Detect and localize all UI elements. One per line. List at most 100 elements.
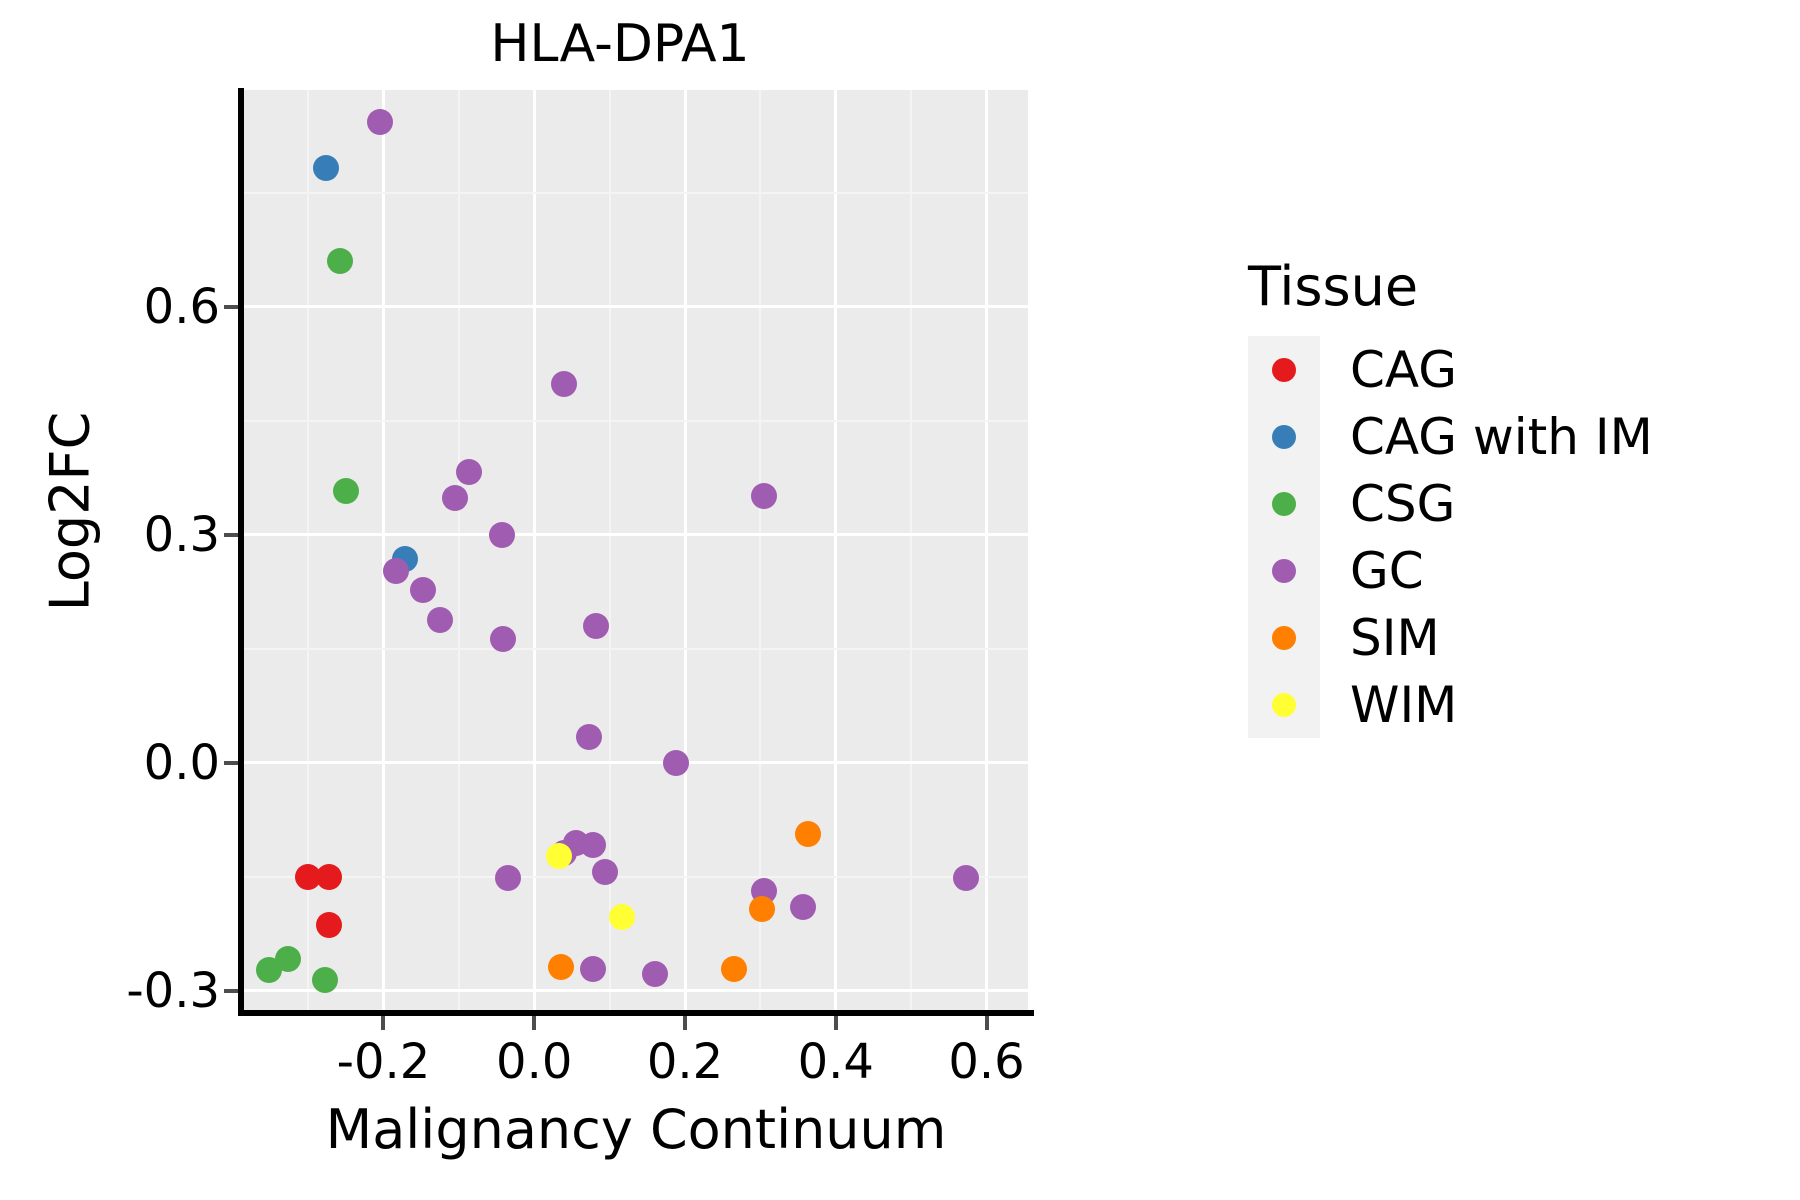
y-axis-tick-label: 0.6	[143, 278, 220, 335]
scatter-point	[488, 521, 515, 548]
scatter-point	[366, 108, 393, 135]
scatter-point	[546, 842, 573, 869]
x-axis-tick	[381, 1016, 386, 1030]
legend-key	[1248, 671, 1320, 738]
y-axis-tick	[224, 988, 238, 993]
gridline-vertical	[834, 90, 838, 1010]
gridline-horizontal	[244, 533, 1028, 537]
scatter-point	[274, 946, 301, 973]
scatter-point	[313, 155, 340, 182]
legend-color-dot-icon	[1272, 491, 1296, 516]
y-axis-title: Log2FC	[38, 411, 102, 612]
legend-item[interactable]: CSG	[1248, 470, 1768, 537]
legend-item[interactable]: WIM	[1248, 671, 1768, 738]
scatter-point	[494, 864, 521, 891]
gridline-vertical-minor	[457, 90, 460, 1010]
gridline-horizontal	[244, 305, 1028, 309]
scatter-point	[789, 894, 816, 921]
scatter-point	[580, 955, 607, 982]
scatter-point	[580, 832, 607, 858]
legend-key	[1248, 336, 1320, 403]
scatter-point	[794, 820, 821, 847]
legend-item[interactable]: CAG	[1248, 336, 1768, 403]
gridline-horizontal-minor	[244, 419, 1028, 422]
x-axis-tick-label: 0.6	[948, 1034, 1025, 1090]
y-axis-tick-label: 0.0	[143, 734, 220, 791]
scatter-point	[641, 960, 668, 987]
page-title: HLA-DPA1	[490, 14, 750, 74]
scatter-point	[662, 749, 689, 776]
y-axis-tick	[224, 304, 238, 309]
y-axis-tick-label: 0.3	[143, 506, 220, 563]
scatter-point	[442, 484, 469, 511]
x-axis-tick	[683, 1016, 687, 1030]
gridline-vertical-minor	[759, 90, 762, 1010]
scatter-point	[751, 483, 778, 510]
gridline-horizontal	[244, 989, 1028, 993]
legend-key	[1248, 537, 1320, 604]
x-axis-tick	[833, 1016, 838, 1030]
legend-color-dot-icon	[1272, 357, 1296, 382]
gridline-horizontal	[244, 761, 1028, 765]
scatter-point	[592, 858, 619, 885]
x-axis-tick-label: 0.4	[797, 1034, 874, 1090]
gridline-vertical	[532, 90, 536, 1010]
scatter-point	[383, 557, 410, 584]
scatter-point	[576, 724, 603, 751]
scatter-point	[316, 911, 343, 938]
legend-item[interactable]: SIM	[1248, 604, 1768, 671]
y-axis-line	[238, 88, 244, 1012]
scatter-point	[489, 625, 516, 652]
gridline-vertical	[683, 90, 687, 1010]
scatter-point	[311, 966, 338, 993]
scatter-point	[721, 955, 747, 982]
legend-item[interactable]: CAG with IM	[1248, 403, 1768, 470]
gridline-horizontal-minor	[244, 191, 1028, 194]
x-axis-title: Malignancy Continuum	[325, 1098, 947, 1161]
gridline-vertical-minor	[608, 90, 611, 1010]
legend-color-dot-icon	[1272, 558, 1296, 583]
gridline-horizontal-minor	[244, 875, 1028, 878]
gridline-vertical	[985, 90, 989, 1010]
gridline-horizontal-minor	[244, 647, 1028, 650]
legend-key	[1248, 604, 1320, 671]
legend-item-label: CAG with IM	[1350, 407, 1653, 466]
plot-panel	[244, 90, 1028, 1010]
x-axis-line	[238, 1010, 1034, 1016]
legend-item[interactable]: GC	[1248, 537, 1768, 604]
legend-key	[1248, 403, 1320, 470]
x-axis-tick	[984, 1016, 989, 1030]
x-axis-tick-label: 0.0	[496, 1034, 573, 1090]
scatter-point	[551, 371, 578, 398]
legend-key	[1248, 470, 1320, 537]
scatter-point	[327, 248, 354, 275]
legend-item-label: GC	[1350, 541, 1424, 600]
legend-key-background	[1248, 336, 1320, 738]
legend-title: Tissue	[1248, 255, 1419, 318]
legend-color-dot-icon	[1272, 424, 1296, 449]
scatter-point	[455, 458, 482, 485]
legend-item-label: CAG	[1350, 340, 1457, 399]
scatter-point	[547, 953, 574, 980]
scatter-point	[427, 606, 453, 633]
scatter-point	[410, 576, 437, 603]
x-axis-tick	[532, 1016, 537, 1030]
y-axis-tick	[224, 760, 238, 765]
legend-item-label: WIM	[1350, 675, 1458, 734]
scatter-point	[609, 904, 636, 931]
scatter-point	[583, 613, 610, 640]
scatter-point	[953, 864, 980, 891]
scatter-point	[332, 477, 359, 504]
x-axis-tick-label: 0.2	[646, 1034, 724, 1090]
x-axis-tick-label: -0.2	[336, 1034, 431, 1090]
legend: Tissue CAG CAG with IM CSG GC SIM WIM	[1248, 255, 1768, 738]
scatter-point	[316, 863, 343, 890]
gridline-vertical-minor	[910, 90, 913, 1010]
legend-item-label: CSG	[1350, 474, 1456, 533]
legend-color-dot-icon	[1272, 692, 1296, 717]
plot-panel-wrapper	[244, 90, 1028, 1010]
legend-item-label: SIM	[1350, 608, 1440, 667]
scatter-point	[748, 895, 775, 922]
legend-color-dot-icon	[1272, 625, 1296, 650]
